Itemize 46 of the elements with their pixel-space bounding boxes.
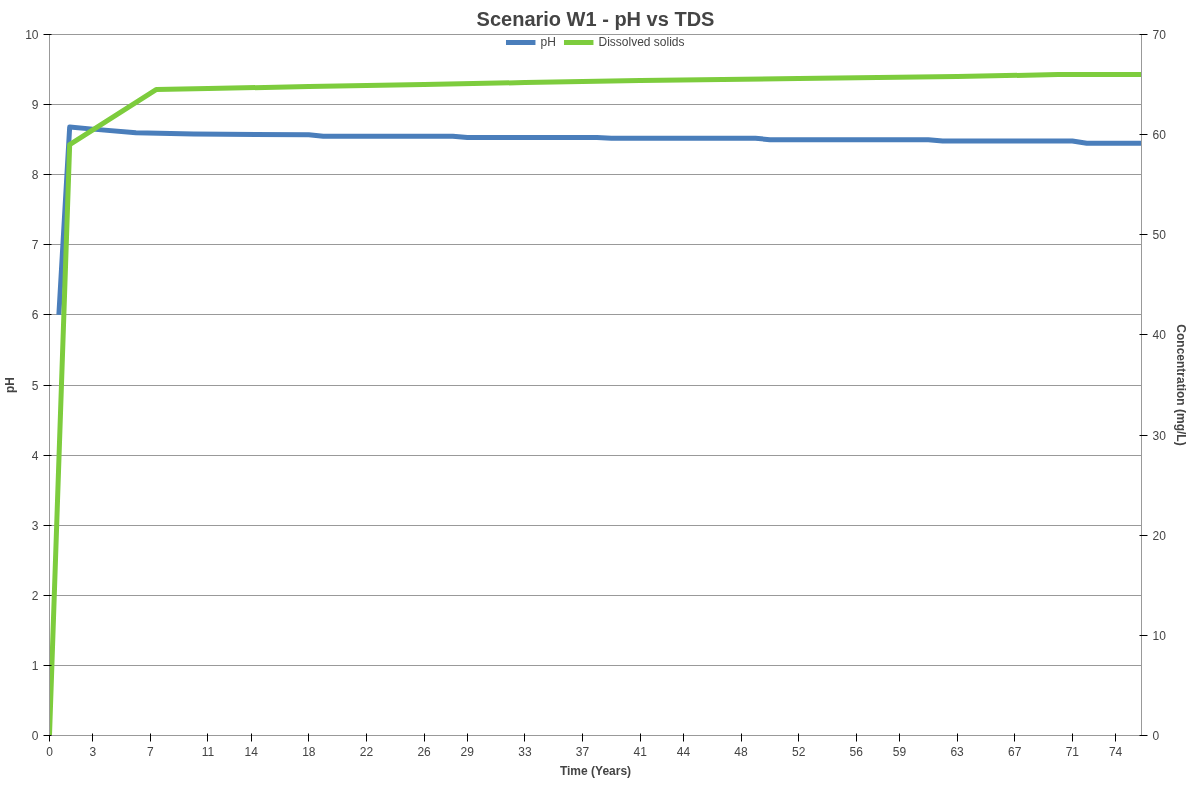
x-tick-label: 56 xyxy=(849,744,864,759)
x-tick-label: 33 xyxy=(518,744,532,759)
x-tick-label: 41 xyxy=(633,744,648,759)
x-axis-title: Time (Years) xyxy=(559,763,632,778)
y-tick-label: 2 xyxy=(31,588,39,603)
x-tick-label: 44 xyxy=(676,744,691,759)
x-tick-label: 37 xyxy=(575,744,590,759)
x-tick-label: 11 xyxy=(201,744,215,759)
y-tick-label: 7 xyxy=(31,238,39,253)
x-tick-label: 26 xyxy=(417,744,432,759)
legend-label: pH xyxy=(540,35,557,49)
y2-tick-label: 40 xyxy=(1152,328,1167,343)
y-tick-label: 4 xyxy=(31,448,39,463)
y2-axis-title: Concentration (mg/L) xyxy=(1173,324,1188,446)
x-tick-label: 52 xyxy=(791,744,806,759)
y-tick-label: 6 xyxy=(31,308,39,323)
x-tick-label: 7 xyxy=(147,744,155,759)
y2-tick-label: 0 xyxy=(1152,729,1160,743)
x-tick-label: 0 xyxy=(46,744,54,759)
x-tick-label: 48 xyxy=(734,744,748,759)
y-tick-label: 3 xyxy=(31,518,39,533)
x-tick-label: 67 xyxy=(1008,744,1022,759)
y-tick-label: 1 xyxy=(31,658,39,673)
y-tick-label: 8 xyxy=(31,168,39,183)
y-tick-label: 0 xyxy=(31,729,39,743)
x-tick-label: 18 xyxy=(302,744,316,759)
legend-label: Dissolved solids xyxy=(598,35,685,49)
x-tick-label: 74 xyxy=(1108,744,1123,759)
y-axis-title: pH xyxy=(3,377,18,393)
x-tick-label: 29 xyxy=(460,744,475,759)
y2-tick-label: 30 xyxy=(1152,428,1167,443)
y-tick-label: 5 xyxy=(31,378,39,393)
y-tick-label: 9 xyxy=(31,98,39,113)
x-tick-label: 14 xyxy=(244,744,259,759)
chart-title: Scenario W1 - pH vs TDS xyxy=(476,7,715,30)
x-tick-label: 63 xyxy=(950,744,965,759)
x-tick-label: 59 xyxy=(892,744,907,759)
y-tick-label: 10 xyxy=(25,28,39,42)
y2-tick-label: 10 xyxy=(1152,628,1167,643)
x-tick-label: 22 xyxy=(359,744,374,759)
y2-tick-label: 20 xyxy=(1152,528,1167,543)
x-tick-label: 3 xyxy=(89,744,97,759)
y2-tick-label: 70 xyxy=(1152,28,1167,42)
y2-tick-label: 50 xyxy=(1152,228,1167,243)
x-tick-label: 71 xyxy=(1065,744,1080,759)
y2-tick-label: 60 xyxy=(1152,128,1167,143)
